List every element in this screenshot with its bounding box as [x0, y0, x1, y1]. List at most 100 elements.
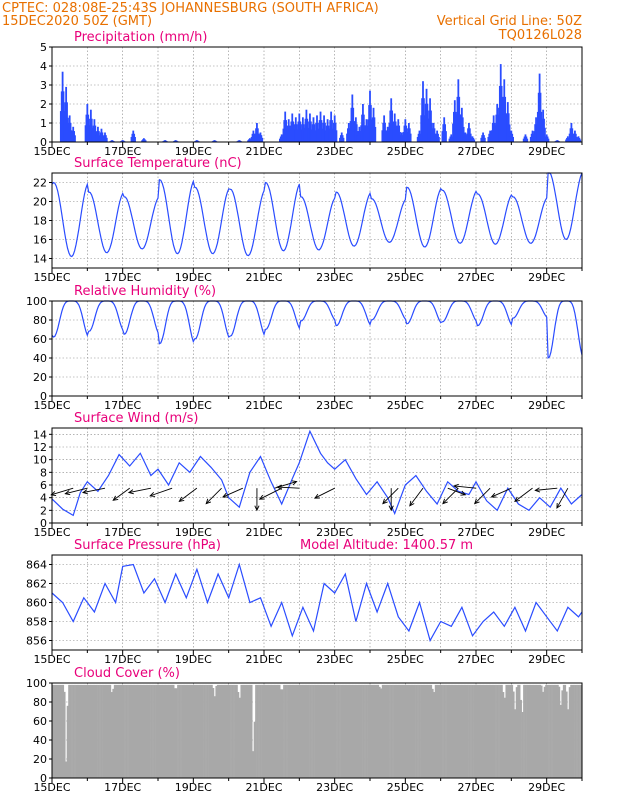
wind-vector [65, 487, 88, 495]
cloud-bar [470, 684, 472, 778]
y-tick-label: 20 [33, 196, 47, 209]
x-tick-label: 21DEC [245, 653, 282, 666]
cloud-bar [377, 684, 380, 778]
cloud-bar [384, 684, 387, 778]
cloud-bar [130, 684, 132, 778]
cloud-bar [456, 684, 459, 778]
y-tick-label: 12 [33, 441, 47, 454]
x-tick-label: 27DEC [457, 526, 494, 539]
cloud-bar [296, 684, 299, 778]
x-tick-label: 25DEC [387, 653, 424, 666]
cloud-bar [486, 684, 489, 778]
x-tick-label: 15DEC [33, 526, 70, 539]
cloud-bar [409, 684, 412, 778]
cloud-bar [59, 684, 62, 778]
cloud-bar [573, 684, 575, 778]
cloud-bar [143, 684, 146, 778]
cloud-bar [178, 684, 181, 778]
precip-bar [445, 131, 447, 142]
y-tick-label: 80 [33, 696, 47, 709]
cloud-bar [324, 684, 327, 778]
cloud-bar [514, 709, 517, 778]
cloud-bar [172, 684, 175, 778]
cloud-bar [446, 684, 449, 778]
cloud-bar [247, 684, 250, 778]
precip-panel: 0 1 2 3 4 5 15DEC 17DEC 19DEC 21DEC 23DEC 25DEC 27DE… [33, 30, 583, 158]
cloud-bar [443, 684, 446, 778]
x-tick-label: 25DEC [387, 781, 424, 794]
y-tick-label: 858 [26, 616, 47, 629]
cloud-bar [434, 684, 437, 778]
x-tick-label: 29DEC [528, 653, 565, 666]
wind-vector-head [81, 489, 88, 495]
cloud-bar [406, 684, 409, 778]
cloud-bar [168, 684, 171, 778]
wind-vector-head [556, 502, 562, 509]
cloud-bar [489, 684, 492, 778]
cloud-bar [60, 684, 63, 778]
cloud-bar [483, 684, 486, 778]
x-tick-label: 19DEC [175, 271, 212, 284]
cloud-bar [231, 684, 234, 778]
wind-vector [51, 487, 74, 496]
cloud-bar [66, 705, 69, 778]
precip-bar [469, 133, 472, 142]
cloud-bar [520, 699, 522, 778]
cloud-bar [353, 684, 356, 778]
cloud-bar [321, 684, 324, 778]
cloud-bar [187, 684, 190, 778]
x-tick-label: 17DEC [104, 399, 141, 412]
cloud-bar [473, 684, 475, 778]
cloud-bar [328, 684, 331, 778]
cloud-bar [209, 684, 212, 778]
cloud-bar [53, 684, 56, 778]
y-tick-label: 0 [40, 772, 47, 785]
cloud-bar [54, 684, 57, 778]
y-tick-label: 5 [40, 41, 47, 54]
cloud-bar [554, 684, 556, 778]
cloud-bar [542, 691, 545, 778]
cloud-bar [515, 687, 518, 778]
cloud-bar [331, 684, 334, 778]
cloud-bar [309, 684, 312, 778]
cloud-bar [180, 684, 182, 778]
cloud-bar [327, 684, 330, 778]
temp-frame [51, 172, 583, 269]
cloud-bar [100, 684, 103, 778]
x-tick-label: 15DEC [33, 781, 70, 794]
wind-vector [491, 487, 512, 498]
wind-vector-head [178, 496, 185, 503]
cloud-bar [395, 684, 397, 778]
cloud-bar [78, 684, 81, 778]
cloud-bar [477, 684, 480, 778]
cloud-bar [350, 684, 353, 778]
precip-bar [261, 137, 264, 142]
cloud-bar [403, 684, 406, 778]
cloud-bar [511, 684, 514, 778]
cloud-bar [280, 689, 282, 778]
cloud-bar [370, 684, 372, 778]
cloud-bar [433, 692, 436, 778]
cloud-bar [287, 684, 290, 778]
cloud-bar [349, 684, 352, 778]
cloud-bar [346, 684, 349, 778]
cloud-bar [302, 684, 305, 778]
wind-vector [277, 486, 300, 489]
cloud-bar [303, 684, 306, 778]
cloud-bar [305, 684, 307, 778]
cloud-bar [213, 696, 216, 778]
x-tick-label: 15DEC [33, 271, 70, 284]
y-tick-label: 6 [40, 479, 47, 492]
cloud-bar [389, 684, 391, 778]
x-tick-label: 29DEC [528, 781, 565, 794]
x-tick-label: 23DEC [316, 271, 353, 284]
cloud-bar [476, 684, 478, 778]
cloud-bar [221, 684, 224, 778]
cloud-bar [464, 684, 466, 778]
cloud-bar [121, 684, 123, 778]
cloud-bar [387, 684, 390, 778]
cloud-bar [82, 684, 85, 778]
cloud-bar [224, 684, 227, 778]
cloud-bar [436, 684, 439, 778]
